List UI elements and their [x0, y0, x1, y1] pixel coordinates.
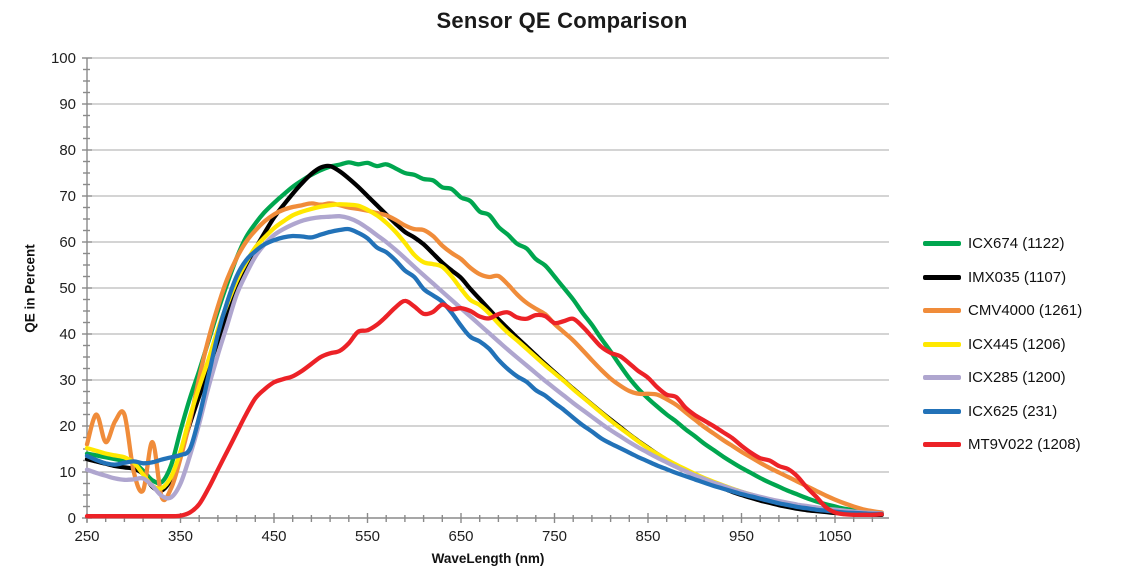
series-color-swatch	[923, 241, 961, 247]
svg-text:50: 50	[59, 280, 76, 297]
svg-text:350: 350	[168, 528, 193, 545]
svg-text:100: 100	[51, 50, 76, 67]
legend-item-icx674: ICX674 (1122)	[923, 227, 1123, 261]
legend: ICX674 (1122) IMX035 (1107) CMV4000 (126…	[923, 227, 1123, 462]
svg-text:950: 950	[729, 528, 754, 545]
legend-item-icx625: ICX625 (231)	[923, 395, 1123, 429]
series-color-swatch	[923, 274, 961, 280]
legend-label: ICX625 (231)	[968, 402, 1058, 420]
svg-text:90: 90	[59, 96, 76, 113]
legend-label: CMV4000 (1261)	[968, 302, 1083, 320]
svg-text:250: 250	[74, 528, 99, 545]
legend-item-cmv4000: CMV4000 (1261)	[923, 294, 1123, 328]
legend-label: MT9V022 (1208)	[968, 436, 1081, 454]
svg-text:80: 80	[59, 142, 76, 159]
series-color-swatch	[923, 308, 961, 314]
svg-text:550: 550	[355, 528, 380, 545]
y-axis-label: QE in Percent	[22, 244, 38, 333]
legend-label: ICX285 (1200)	[968, 369, 1066, 387]
chart-title: Sensor QE Comparison	[436, 8, 688, 33]
svg-text:0: 0	[68, 510, 76, 527]
legend-label: IMX035 (1107)	[968, 268, 1067, 286]
svg-text:1050: 1050	[818, 528, 851, 545]
legend-label: ICX674 (1122)	[968, 235, 1065, 253]
x-axis-label: WaveLength (nm)	[431, 551, 545, 566]
svg-text:650: 650	[448, 528, 473, 545]
svg-text:70: 70	[59, 188, 76, 205]
svg-text:750: 750	[542, 528, 567, 545]
svg-text:30: 30	[59, 372, 76, 389]
svg-text:20: 20	[59, 418, 76, 435]
svg-text:60: 60	[59, 234, 76, 251]
legend-item-icx285: ICX285 (1200)	[923, 361, 1123, 395]
series-color-swatch	[923, 341, 961, 347]
legend-item-mt9v022: MT9V022 (1208)	[923, 428, 1123, 462]
legend-item-imx035: IMX035 (1107)	[923, 261, 1123, 295]
legend-label: ICX445 (1206)	[968, 335, 1066, 353]
legend-item-icx445: ICX445 (1206)	[923, 328, 1123, 362]
series-color-swatch	[923, 442, 961, 448]
series-color-swatch	[923, 408, 961, 414]
svg-text:450: 450	[261, 528, 286, 545]
svg-text:850: 850	[635, 528, 660, 545]
svg-text:10: 10	[59, 464, 76, 481]
svg-text:40: 40	[59, 326, 76, 343]
series-color-swatch	[923, 375, 961, 381]
